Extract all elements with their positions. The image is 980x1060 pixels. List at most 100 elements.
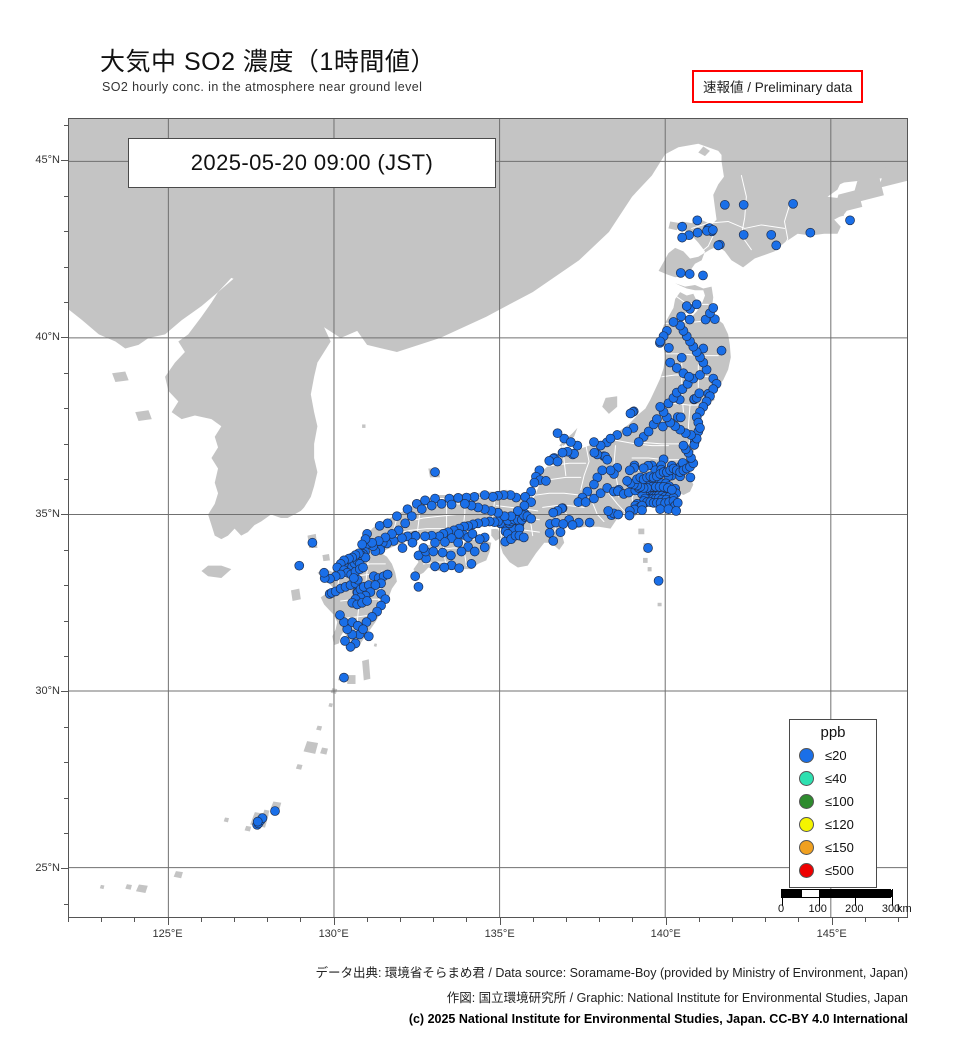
station-point[interactable] bbox=[400, 518, 411, 529]
station-point[interactable] bbox=[340, 636, 350, 646]
legend-entry[interactable]: ≤500 bbox=[790, 859, 876, 882]
station-point[interactable] bbox=[453, 537, 464, 548]
station-point[interactable] bbox=[488, 492, 498, 502]
station-point[interactable] bbox=[766, 229, 777, 240]
station-point[interactable] bbox=[357, 539, 367, 550]
station-point[interactable] bbox=[567, 520, 578, 530]
station-point[interactable] bbox=[430, 537, 440, 548]
station-point[interactable] bbox=[541, 476, 551, 486]
station-point[interactable] bbox=[589, 447, 600, 458]
station-point[interactable] bbox=[584, 517, 595, 528]
station-point[interactable] bbox=[358, 624, 368, 635]
station-point[interactable] bbox=[652, 414, 662, 424]
station-point[interactable] bbox=[363, 631, 374, 642]
station-point[interactable] bbox=[374, 520, 385, 531]
station-point[interactable] bbox=[671, 506, 681, 516]
station-point[interactable] bbox=[460, 498, 470, 509]
legend-entry[interactable]: ≤120 bbox=[790, 813, 876, 836]
station-point[interactable] bbox=[294, 560, 305, 571]
station-point[interactable] bbox=[595, 488, 606, 499]
station-point[interactable] bbox=[345, 642, 356, 652]
station-point[interactable] bbox=[671, 363, 682, 373]
legend-entry[interactable]: ≤20 bbox=[790, 744, 876, 767]
station-point[interactable] bbox=[676, 352, 687, 363]
station-point[interactable] bbox=[695, 423, 705, 433]
legend-entry[interactable]: ≤150 bbox=[790, 836, 876, 859]
station-point[interactable] bbox=[469, 546, 480, 557]
station-point[interactable] bbox=[771, 240, 782, 251]
station-point[interactable] bbox=[672, 498, 683, 508]
station-point[interactable] bbox=[565, 437, 576, 447]
station-point[interactable] bbox=[439, 562, 450, 573]
station-point[interactable] bbox=[675, 268, 686, 278]
station-point[interactable] bbox=[335, 610, 345, 620]
station-point[interactable] bbox=[580, 497, 591, 507]
station-point[interactable] bbox=[655, 504, 666, 515]
station-point[interactable] bbox=[633, 437, 644, 447]
station-point[interactable] bbox=[456, 546, 467, 557]
station-point[interactable] bbox=[708, 225, 718, 235]
station-point[interactable] bbox=[382, 569, 393, 580]
map-plot-area[interactable] bbox=[68, 118, 908, 918]
station-point[interactable] bbox=[469, 492, 480, 502]
station-point[interactable] bbox=[713, 240, 724, 251]
station-point[interactable] bbox=[454, 563, 465, 574]
station-point[interactable] bbox=[413, 581, 424, 592]
station-point[interactable] bbox=[684, 314, 695, 325]
station-point[interactable] bbox=[678, 440, 689, 451]
station-point[interactable] bbox=[624, 510, 635, 521]
station-point[interactable] bbox=[643, 543, 653, 553]
station-point[interactable] bbox=[605, 465, 616, 476]
station-point[interactable] bbox=[307, 537, 318, 548]
station-point[interactable] bbox=[437, 547, 448, 558]
station-point[interactable] bbox=[416, 504, 427, 515]
station-point[interactable] bbox=[529, 477, 540, 488]
station-point[interactable] bbox=[430, 561, 440, 572]
station-point[interactable] bbox=[637, 505, 647, 516]
station-point[interactable] bbox=[675, 412, 686, 423]
station-point[interactable] bbox=[653, 576, 664, 586]
station-point[interactable] bbox=[446, 550, 456, 561]
station-point[interactable] bbox=[603, 506, 614, 516]
station-point[interactable] bbox=[788, 198, 798, 209]
station-point[interactable] bbox=[613, 509, 624, 520]
station-point[interactable] bbox=[479, 542, 490, 553]
station-point[interactable] bbox=[382, 518, 393, 529]
station-point[interactable] bbox=[436, 498, 447, 509]
station-point[interactable] bbox=[622, 476, 632, 486]
station-point[interactable] bbox=[698, 270, 708, 281]
station-point[interactable] bbox=[664, 342, 674, 353]
station-point[interactable] bbox=[420, 531, 430, 542]
station-point[interactable] bbox=[681, 301, 692, 311]
station-point[interactable] bbox=[684, 269, 695, 279]
station-point[interactable] bbox=[406, 511, 417, 522]
station-point[interactable] bbox=[738, 199, 749, 210]
station-point[interactable] bbox=[638, 463, 649, 474]
station-point[interactable] bbox=[624, 465, 635, 476]
station-point[interactable] bbox=[692, 215, 703, 226]
station-point[interactable] bbox=[418, 543, 429, 553]
station-point[interactable] bbox=[677, 232, 687, 243]
station-point[interactable] bbox=[552, 428, 563, 439]
station-point[interactable] bbox=[552, 456, 563, 467]
station-point[interactable] bbox=[407, 537, 418, 548]
station-point[interactable] bbox=[466, 559, 477, 569]
station-point[interactable] bbox=[270, 806, 280, 816]
station-point[interactable] bbox=[526, 513, 536, 524]
station-point[interactable] bbox=[397, 543, 408, 553]
station-point[interactable] bbox=[845, 215, 855, 226]
station-point[interactable] bbox=[440, 537, 450, 547]
station-point[interactable] bbox=[597, 465, 608, 476]
station-point[interactable] bbox=[665, 357, 676, 368]
station-point[interactable] bbox=[719, 199, 730, 210]
station-point[interactable] bbox=[252, 816, 263, 827]
station-point[interactable] bbox=[589, 437, 599, 447]
station-point[interactable] bbox=[544, 456, 555, 466]
station-point[interactable] bbox=[692, 227, 703, 238]
station-point[interactable] bbox=[558, 519, 569, 529]
station-point[interactable] bbox=[708, 303, 719, 313]
station-point[interactable] bbox=[557, 447, 568, 458]
station-point[interactable] bbox=[605, 433, 616, 444]
station-point[interactable] bbox=[655, 336, 666, 347]
station-point[interactable] bbox=[339, 672, 349, 683]
